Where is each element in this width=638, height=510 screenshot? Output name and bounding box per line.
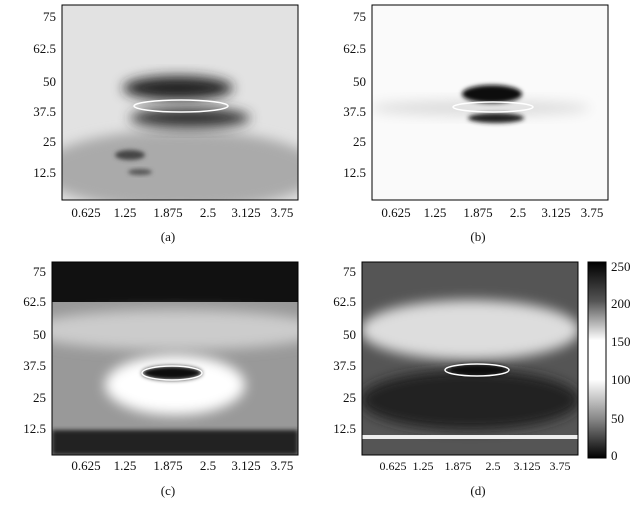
- colorbar: [587, 261, 607, 459]
- y-tick-label: 50: [353, 74, 366, 89]
- heatmap-region: [362, 300, 578, 360]
- x-tick-label: 3.75: [550, 459, 571, 473]
- y-tick-label: 12.5: [333, 421, 356, 436]
- heatmap-region: [62, 130, 298, 200]
- y-tick-label: 62.5: [23, 294, 46, 309]
- plot-frame: [371, 4, 609, 201]
- heatmap-region: [52, 430, 298, 455]
- x-tick-label: 2.5: [486, 459, 501, 473]
- y-tick-label: 75: [33, 264, 46, 279]
- x-tick-label: 0.625: [380, 459, 407, 473]
- colorbar-tick-label: 200: [611, 296, 631, 311]
- plot-frame: [51, 261, 299, 456]
- x-tick-label: 3.125: [231, 205, 260, 220]
- y-tick-label: 37.5: [333, 358, 356, 373]
- heatmap-region: [105, 355, 245, 415]
- y-tick-label: 12.5: [33, 165, 56, 180]
- heatmap-region: [362, 370, 578, 430]
- x-tick-label: 0.625: [71, 205, 100, 220]
- panel-caption: (c): [161, 483, 175, 498]
- x-tick-label: 3.125: [231, 458, 260, 473]
- x-tick-label: 1.25: [424, 205, 447, 220]
- heatmap: [62, 5, 298, 200]
- x-tick-label: 0.625: [71, 458, 100, 473]
- heatmap-region: [372, 100, 590, 116]
- y-tick-label: 12.5: [343, 165, 366, 180]
- x-tick-label: 2.5: [200, 458, 216, 473]
- x-tick-label: 1.25: [413, 459, 434, 473]
- panel-caption: (d): [470, 483, 485, 498]
- colorbar-tick-label: 150: [611, 334, 631, 349]
- y-tick-label: 25: [33, 390, 46, 405]
- x-tick-label: 2.5: [200, 205, 216, 220]
- colorbar-tick-label: 250: [611, 259, 631, 274]
- y-tick-label: 12.5: [23, 421, 46, 436]
- y-tick-label: 62.5: [343, 41, 366, 56]
- colorbar-tick-label: 100: [611, 372, 631, 387]
- heatmap: [52, 262, 298, 455]
- y-tick-label: 50: [43, 74, 56, 89]
- plot-frame: [361, 261, 579, 456]
- y-tick-label: 25: [43, 134, 56, 149]
- x-tick-label: 1.25: [114, 458, 137, 473]
- x-tick-label: 3.75: [271, 458, 294, 473]
- y-tick-label: 25: [353, 134, 366, 149]
- plot-frame: [61, 4, 299, 201]
- y-tick-label: 75: [43, 9, 56, 24]
- heatmap: [362, 262, 578, 455]
- x-tick-label: 1.875: [445, 459, 472, 473]
- heatmap-region: [52, 310, 298, 350]
- heatmap-region: [468, 113, 524, 123]
- x-tick-label: 1.875: [153, 458, 182, 473]
- heatmap-region: [362, 435, 578, 439]
- x-tick-label: 3.75: [581, 205, 604, 220]
- x-tick-label: 0.625: [381, 205, 410, 220]
- heatmap-region: [130, 108, 250, 128]
- heatmap-region: [52, 262, 298, 302]
- y-tick-label: 50: [33, 327, 46, 342]
- y-tick-label: 62.5: [333, 294, 356, 309]
- heatmap-region: [448, 364, 508, 376]
- colorbar-tick-label: 0: [611, 448, 618, 463]
- heatmap-region: [115, 150, 145, 160]
- y-tick-label: 37.5: [33, 104, 56, 119]
- y-tick-label: 25: [343, 390, 356, 405]
- y-tick-label: 37.5: [343, 104, 366, 119]
- y-tick-label: 62.5: [33, 41, 56, 56]
- heatmap-region: [141, 365, 203, 381]
- heatmap-region: [452, 101, 534, 113]
- x-tick-label: 3.75: [271, 205, 294, 220]
- heatmap-region: [133, 99, 229, 113]
- x-tick-label: 1.25: [114, 205, 137, 220]
- y-tick-label: 75: [343, 264, 356, 279]
- heatmap-region: [123, 76, 233, 100]
- panel-caption: (a): [161, 229, 175, 244]
- x-tick-label: 3.125: [514, 459, 541, 473]
- heatmap-region: [462, 85, 522, 103]
- x-tick-label: 2.5: [510, 205, 526, 220]
- colorbar-tick-label: 50: [611, 411, 624, 426]
- heatmap: [372, 5, 608, 200]
- y-tick-label: 75: [353, 9, 366, 24]
- panel-caption: (b): [470, 229, 485, 244]
- heatmap-region: [444, 363, 510, 377]
- x-tick-label: 1.875: [463, 205, 492, 220]
- x-tick-label: 3.125: [541, 205, 570, 220]
- heatmap-region: [128, 169, 152, 175]
- y-tick-label: 50: [343, 327, 356, 342]
- y-tick-label: 37.5: [23, 358, 46, 373]
- x-tick-label: 1.875: [153, 205, 182, 220]
- heatmap-region: [142, 366, 202, 380]
